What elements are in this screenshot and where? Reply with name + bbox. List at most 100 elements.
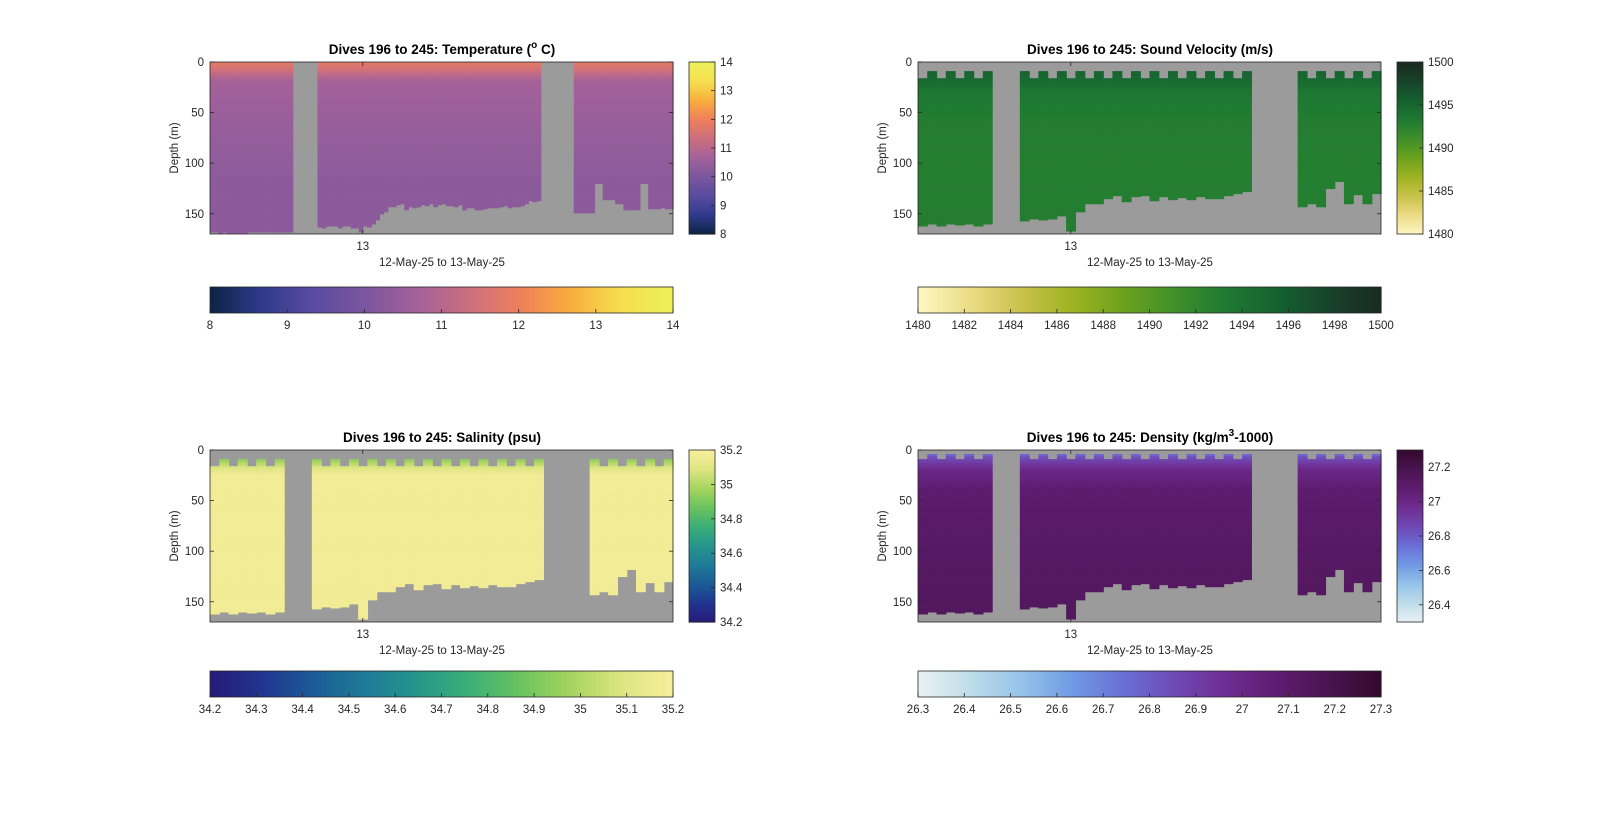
temperature-cell <box>491 64 496 67</box>
temperature-cell <box>329 191 335 195</box>
temperature-cell <box>387 169 393 172</box>
temperature-cell <box>259 193 265 197</box>
temperature-cell <box>367 112 372 116</box>
temperature-cell <box>437 96 443 100</box>
temperature-cell <box>408 149 414 152</box>
temperature-cell <box>396 169 401 172</box>
temperature-cell <box>238 189 244 193</box>
temperature-cell <box>238 116 244 120</box>
temperature-cell <box>251 195 257 199</box>
temperature-cell <box>350 169 356 172</box>
temperature-cell <box>288 126 294 130</box>
temperature-cell <box>321 102 327 106</box>
temperature-cell <box>474 189 480 193</box>
temperature-cell <box>453 146 459 150</box>
temperature-cell <box>214 167 219 170</box>
temperature-cell <box>412 78 418 81</box>
temperature-cell <box>230 98 236 102</box>
temperature-cell <box>222 161 228 164</box>
temperature-cell <box>284 122 290 126</box>
temperature-cell <box>486 153 492 156</box>
temperature-cell <box>255 209 261 213</box>
temperature-cell <box>321 213 327 217</box>
temperature-cell <box>478 110 484 114</box>
temperature-cell <box>350 175 356 178</box>
temperature-cell <box>379 130 385 134</box>
temperature-cell <box>350 217 356 221</box>
temperature-cell <box>226 177 232 180</box>
temperature-cell <box>478 169 484 172</box>
temperature-cell <box>259 66 265 69</box>
temperature-cell <box>329 153 335 156</box>
temperature-cell <box>284 213 290 217</box>
temperature-cell <box>474 72 480 75</box>
temperature-cell <box>230 140 236 144</box>
temperature-cell <box>284 175 290 178</box>
temperature-cell <box>424 175 430 178</box>
temperature-cell <box>317 80 323 83</box>
temperature-cell <box>441 102 447 106</box>
temperature-cell <box>420 90 426 93</box>
temperature-cell <box>234 80 240 83</box>
temperature-cell <box>210 185 215 189</box>
temperature-cell <box>226 110 232 114</box>
temperature-cell <box>238 122 244 126</box>
temperature-cell <box>243 112 248 116</box>
temperature-cell <box>391 175 397 178</box>
temperature-cell <box>325 126 331 130</box>
temperature-cell <box>424 108 430 112</box>
temperature-cell <box>210 134 215 138</box>
temperature-cell <box>338 102 343 106</box>
temperature-cell <box>375 201 381 205</box>
temperature-cell <box>350 74 356 77</box>
temperature-cell <box>416 66 422 69</box>
temperature-cell <box>404 146 410 150</box>
temperature-cell <box>391 120 397 124</box>
temperature-cell <box>321 130 327 134</box>
temperature-cell <box>420 100 426 104</box>
temperature-cell <box>259 110 265 114</box>
temperature-cell <box>214 90 219 93</box>
temperature-cell <box>247 161 252 164</box>
temperature-cell <box>449 108 455 112</box>
temperature-cell <box>338 112 343 116</box>
temperature-cell <box>453 120 459 124</box>
temperature-cell <box>334 157 339 160</box>
temperature-cell <box>462 102 467 106</box>
temperature-cell <box>478 161 484 164</box>
temperature-cell <box>243 142 248 146</box>
temperature-cell <box>350 96 356 100</box>
temperature-cell <box>321 98 327 102</box>
temperature-cell <box>486 169 492 172</box>
temperature-cell <box>325 138 331 142</box>
temperature-cell <box>342 209 348 213</box>
temperature-cell <box>416 187 422 191</box>
temperature-cell <box>276 128 281 132</box>
temperature-cell <box>379 128 385 132</box>
temperature-cell <box>375 130 381 134</box>
temperature-profile-column <box>478 62 484 211</box>
temperature-cell <box>354 187 360 191</box>
temperature-cell <box>288 124 294 128</box>
temperature-cell <box>474 128 480 132</box>
temperature-cell <box>272 138 277 142</box>
temperature-cell <box>474 78 480 81</box>
temperature-cell <box>404 92 410 95</box>
temperature-cell <box>280 161 286 164</box>
temperature-cell <box>478 189 484 193</box>
temperature-cell <box>429 140 434 144</box>
temperature-cell <box>226 88 232 91</box>
temperature-cell <box>238 120 244 124</box>
temperature-cell <box>342 120 348 124</box>
temperature-cell <box>238 175 244 178</box>
temperature-cell <box>329 114 335 118</box>
temperature-cell <box>214 219 219 223</box>
temperature-cell <box>329 128 335 132</box>
temperature-cell <box>325 181 331 185</box>
temperature-cell <box>375 213 381 217</box>
temperature-cell <box>222 229 228 233</box>
temperature-cell <box>358 72 364 75</box>
temperature-cell <box>433 161 438 164</box>
temperature-cell <box>243 203 248 207</box>
temperature-cell <box>383 140 389 144</box>
